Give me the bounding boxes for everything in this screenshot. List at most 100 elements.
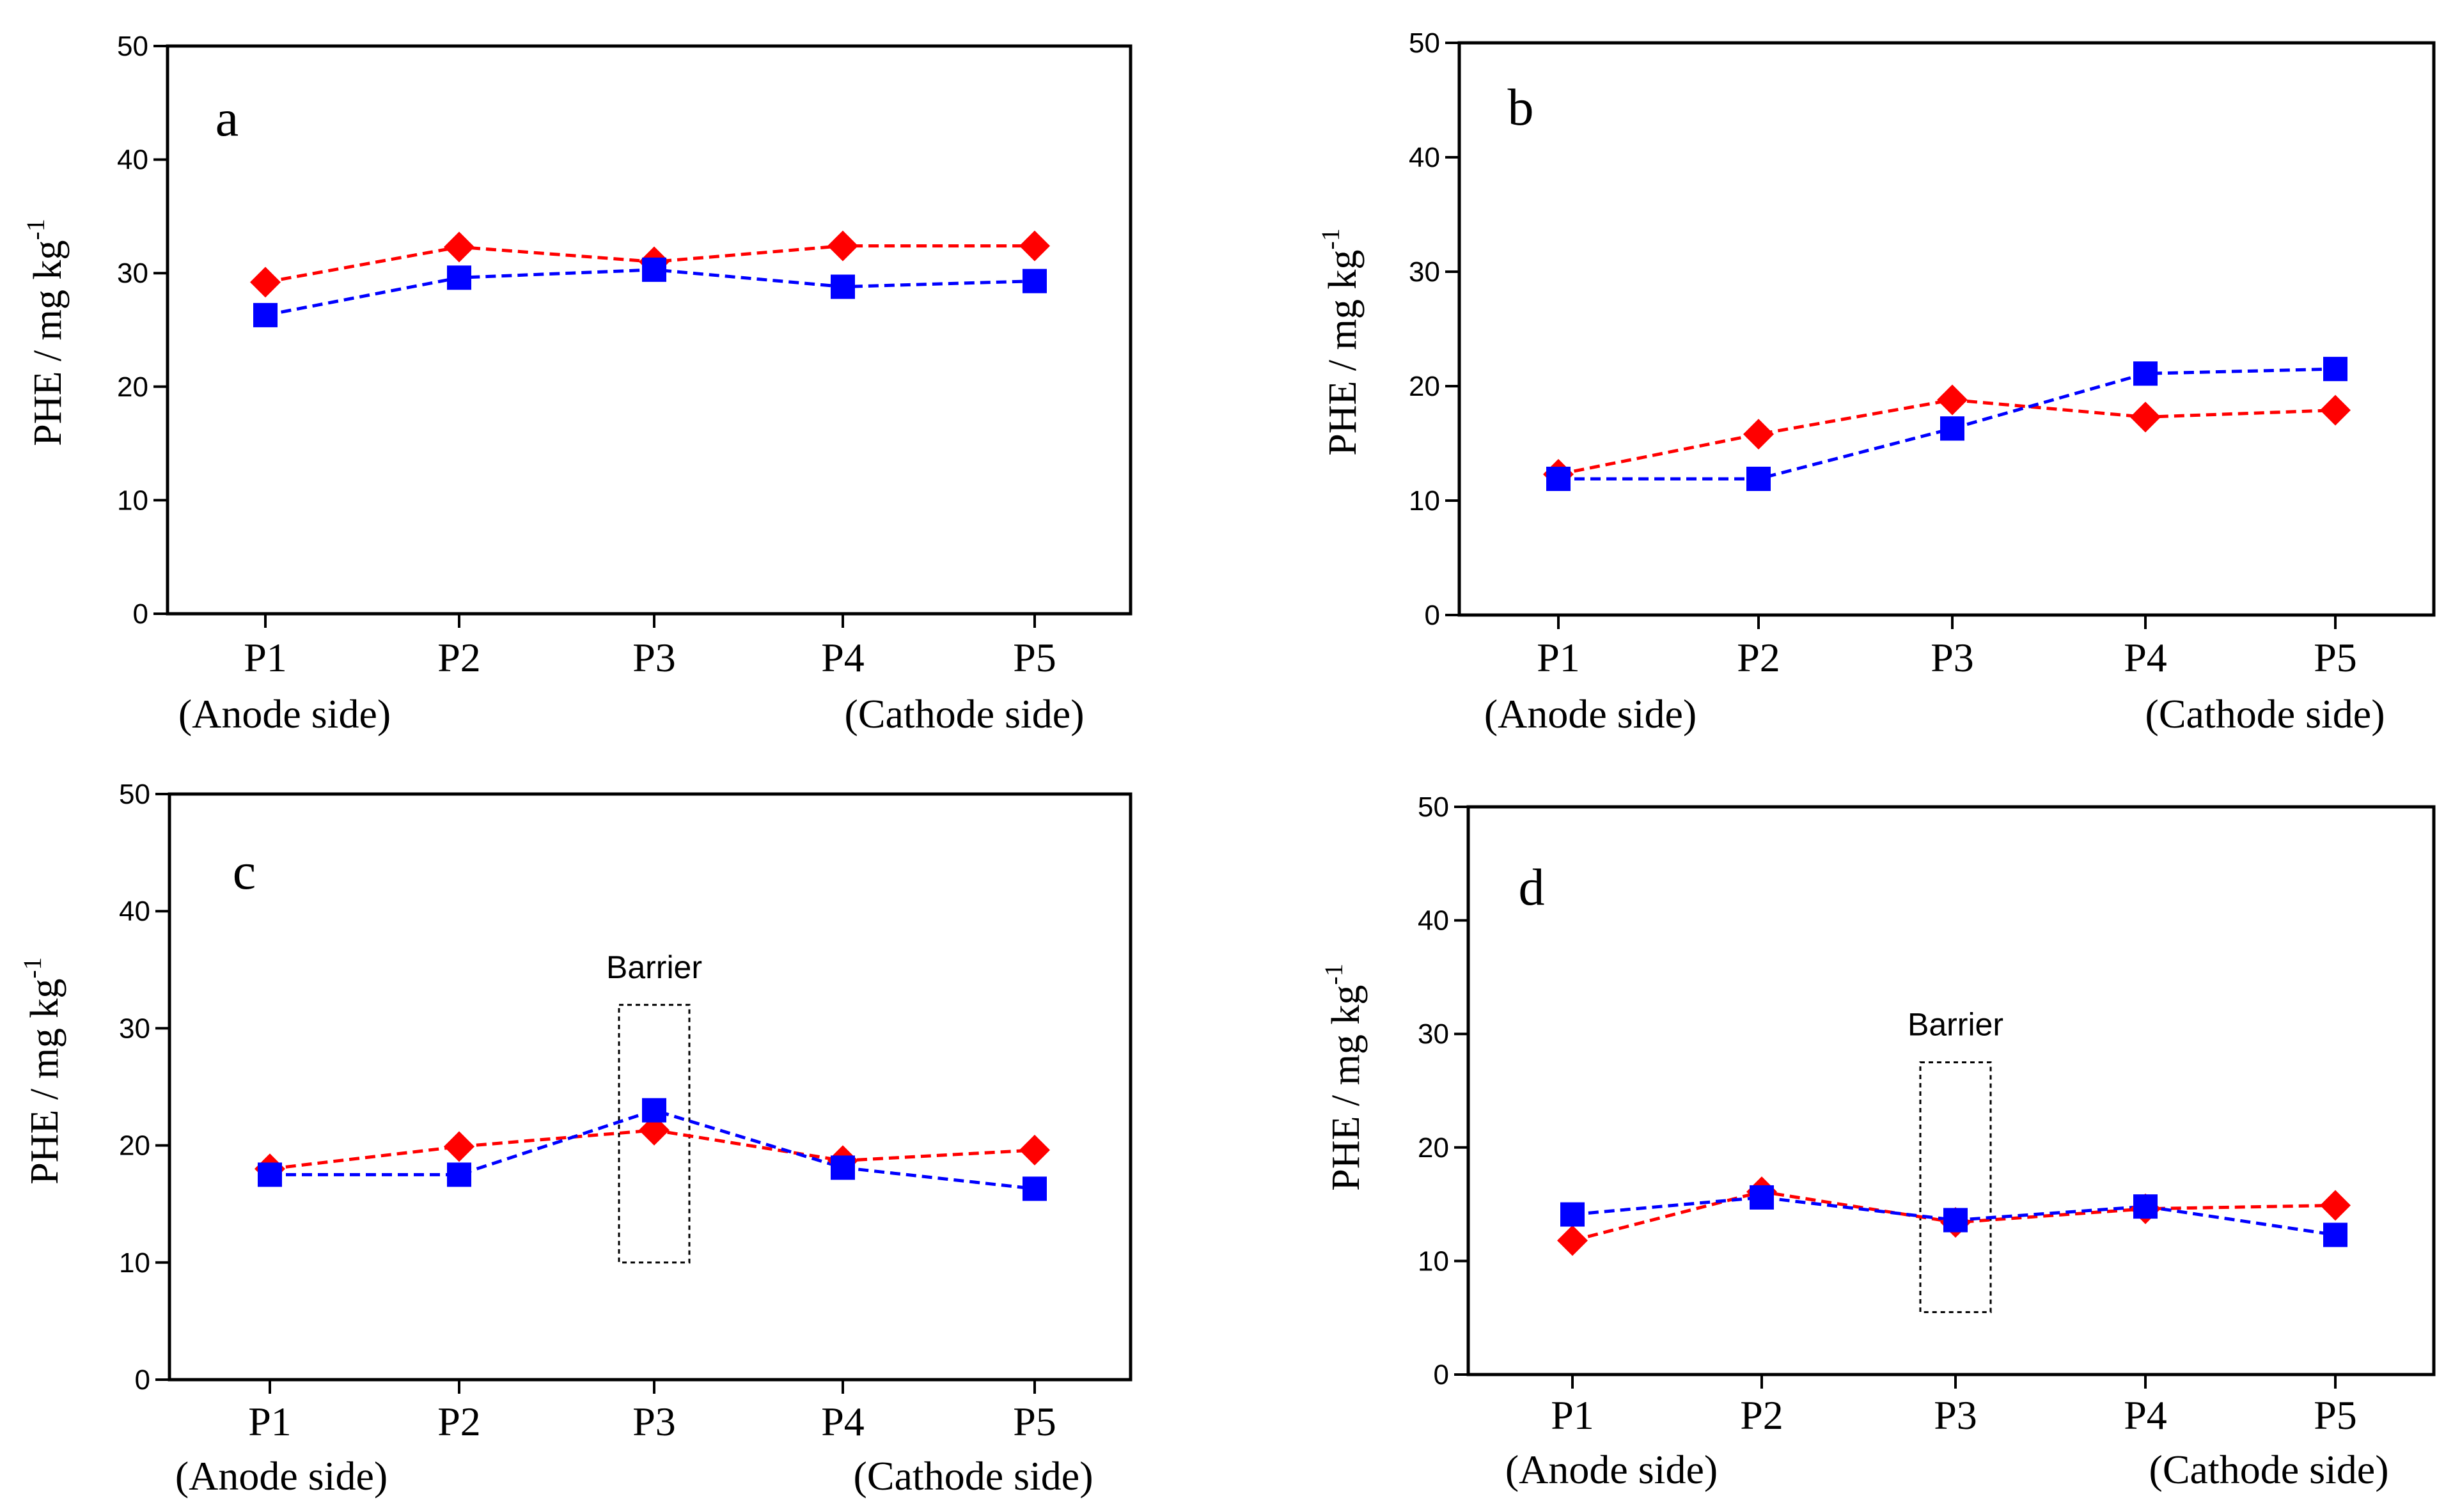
x-side-label: (Cathode side) xyxy=(2145,691,2385,737)
x-tick-label: P4 xyxy=(821,1399,865,1444)
y-axis-label-superscript: -1 xyxy=(21,219,50,240)
data-point-red-P4 xyxy=(2130,401,2161,433)
data-point-blue-P1 xyxy=(1546,466,1571,491)
data-point-red-P5 xyxy=(2320,394,2351,426)
data-point-blue-P5 xyxy=(2323,357,2347,382)
y-axis-label-main: PHE / mg kg xyxy=(1324,985,1368,1191)
panel-label: d xyxy=(1519,858,1545,916)
data-point-blue-P3 xyxy=(642,257,666,282)
x-tick-label: P3 xyxy=(632,1399,676,1444)
y-tick-label: 40 xyxy=(119,896,150,927)
data-point-red-P1 xyxy=(1557,1225,1588,1256)
data-point-red-P5 xyxy=(1019,230,1050,261)
data-point-red-P3 xyxy=(639,1114,670,1146)
x-tick-label: P2 xyxy=(437,1399,481,1444)
y-tick-label: 20 xyxy=(117,371,148,403)
y-axis-label-superscript: -1 xyxy=(18,957,47,978)
x-tick-label: P5 xyxy=(2314,1392,2357,1438)
x-side-label: (Anode side) xyxy=(1505,1447,1718,1492)
x-tick-label: P4 xyxy=(2124,1392,2167,1438)
y-tick-label: 0 xyxy=(1434,1359,1449,1391)
x-tick-label: P1 xyxy=(248,1399,292,1444)
chart-panel-d: 0 10 20 30 40 50 P1 (Anode side) P2 P3 P4 P5 (Cathod… xyxy=(1319,791,2436,1492)
y-tick-label: 30 xyxy=(1409,256,1440,288)
data-point-blue-P5 xyxy=(1023,269,1047,293)
y-tick-label: 0 xyxy=(133,598,148,630)
series-line-blue xyxy=(270,1109,1035,1190)
y-tick-label: 0 xyxy=(1425,600,1440,631)
chart-panel-c: 0 10 20 30 40 50 P1 (Anode side) P2 P3 P4 P5 (Cathod… xyxy=(18,779,1132,1499)
y-tick-label: 10 xyxy=(119,1247,150,1279)
y-tick-label: 40 xyxy=(1418,905,1449,937)
y-tick-label: 50 xyxy=(1418,791,1449,823)
plot-frame xyxy=(1466,805,2436,1376)
data-point-blue-P5 xyxy=(2323,1222,2347,1247)
y-tick-label: 20 xyxy=(1418,1132,1449,1164)
y-axis-label-main: PHE / mg kg xyxy=(23,979,67,1185)
data-point-blue-P4 xyxy=(2133,361,2158,386)
data-point-blue-P1 xyxy=(1560,1202,1585,1227)
data-point-blue-P4 xyxy=(831,274,855,299)
y-axis-label: PHE / mg kg-1 xyxy=(18,957,67,1184)
y-axis-label-main: PHE / mg kg xyxy=(1321,250,1365,456)
y-axis-label: PHE / mg kg-1 xyxy=(21,219,70,446)
plot-frame xyxy=(1457,41,2436,617)
y-tick-label: 40 xyxy=(117,144,148,176)
data-point-blue-P2 xyxy=(447,1162,471,1187)
data-point-red-P2 xyxy=(444,231,474,263)
y-tick-label: 10 xyxy=(1418,1245,1449,1277)
barrier-label: Barrier xyxy=(606,949,702,985)
y-tick-label: 40 xyxy=(1409,142,1440,173)
y-tick-label: 10 xyxy=(117,485,148,516)
y-tick-label: 50 xyxy=(117,31,148,62)
x-side-label: (Cathode side) xyxy=(854,1453,1093,1499)
data-point-blue-P2 xyxy=(447,265,471,290)
data-point-blue-P4 xyxy=(2133,1194,2158,1219)
x-side-label: (Anode side) xyxy=(1484,691,1697,737)
data-point-red-P2 xyxy=(1743,419,1774,450)
data-point-red-P5 xyxy=(2320,1190,2351,1221)
x-tick-label: P5 xyxy=(1013,635,1056,680)
x-side-label: (Anode side) xyxy=(178,691,391,737)
y-axis-label-superscript: -1 xyxy=(1316,228,1345,249)
y-tick-label: 10 xyxy=(1409,485,1440,517)
y-tick-label: 20 xyxy=(1409,371,1440,402)
x-tick-label: P3 xyxy=(1931,635,1974,680)
x-tick-label: P2 xyxy=(1737,635,1780,680)
data-point-red-P1 xyxy=(250,267,281,298)
y-axis-label-main: PHE / mg kg xyxy=(26,240,70,446)
data-point-blue-P1 xyxy=(258,1162,282,1187)
data-point-blue-P2 xyxy=(1750,1185,1774,1210)
data-point-red-P5 xyxy=(1019,1134,1050,1165)
y-tick-label: 30 xyxy=(117,258,148,289)
y-tick-label: 50 xyxy=(119,779,150,810)
y-tick-label: 0 xyxy=(135,1364,150,1396)
x-tick-label: P1 xyxy=(244,635,287,680)
x-tick-label: P1 xyxy=(1537,635,1580,680)
x-tick-label: P3 xyxy=(632,635,676,680)
y-tick-label: 30 xyxy=(1418,1018,1449,1050)
x-tick-label: P5 xyxy=(2314,635,2357,680)
y-tick-label: 20 xyxy=(119,1130,150,1162)
x-tick-label: P3 xyxy=(1934,1392,1977,1438)
x-side-label: (Cathode side) xyxy=(845,691,1085,737)
data-point-blue-P1 xyxy=(253,302,278,327)
data-point-blue-P3 xyxy=(1940,416,1964,441)
data-point-blue-P5 xyxy=(1023,1176,1047,1201)
panel-label: b xyxy=(1508,78,1534,136)
data-point-blue-P2 xyxy=(1746,466,1771,491)
data-point-blue-P3 xyxy=(1943,1208,1968,1233)
chart-panel-b: 0 10 20 30 40 50 P1 (Anode side) P2 P3 P4 P5 (Cathod… xyxy=(1316,27,2436,737)
x-tick-label: P5 xyxy=(1013,1399,1056,1444)
barrier-box xyxy=(1919,1061,1992,1313)
plot-frame xyxy=(166,44,1132,616)
data-point-red-P2 xyxy=(444,1131,474,1162)
y-axis-label: PHE / mg kg-1 xyxy=(1319,963,1368,1190)
y-axis-label-superscript: -1 xyxy=(1319,963,1348,985)
y-axis-label: PHE / mg kg-1 xyxy=(1316,228,1365,455)
y-tick-label: 30 xyxy=(119,1013,150,1044)
data-point-red-P4 xyxy=(827,230,858,261)
y-tick-label: 50 xyxy=(1409,27,1440,59)
barrier-label: Barrier xyxy=(1908,1007,2003,1043)
